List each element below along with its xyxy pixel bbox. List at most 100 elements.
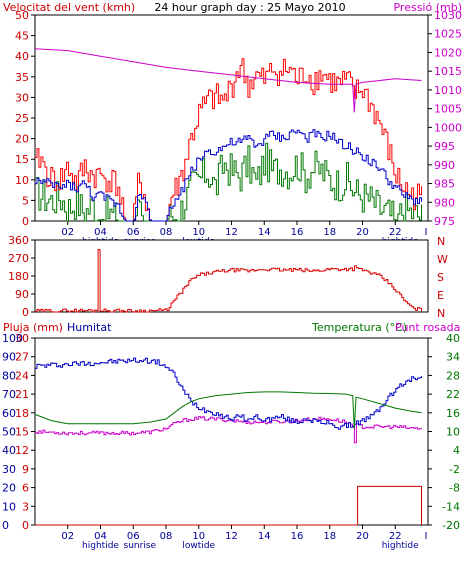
x-tick-label: 06 xyxy=(127,227,140,238)
rain-y-tick-label: 15 xyxy=(15,426,29,439)
rain-y-tick-label: 6 xyxy=(22,482,29,495)
humidity-legend: Humitat xyxy=(67,321,112,334)
wind-y-tick-label: 35 xyxy=(15,71,29,84)
wind-y-tick-label: 45 xyxy=(15,30,29,43)
humidity-y-tick-label: 10 xyxy=(2,500,16,513)
x-tick-label: 20 xyxy=(356,227,369,238)
direction-y-tick-label: 0 xyxy=(22,306,29,319)
rain-y-tick-label: 30 xyxy=(15,332,29,345)
temperature-y-tick-label: 28 xyxy=(446,369,460,382)
temperature-y-tick-label: -14 xyxy=(442,500,460,513)
direction-plot-frame xyxy=(34,239,429,313)
humidity-y-tick-label: 100 xyxy=(2,332,23,345)
rain-y-tick-label: 24 xyxy=(15,369,29,382)
direction-series xyxy=(35,249,422,313)
x-tick-label: 14 xyxy=(258,227,271,238)
event-label-hightide: hightide xyxy=(82,541,119,551)
compass-label-N: N xyxy=(437,235,445,248)
pressure-y-tick-label: 1015 xyxy=(434,65,462,78)
pressure-label: Pressió (mb) xyxy=(393,1,462,14)
x-tick-label: 22 xyxy=(389,227,402,238)
pressure-y-tick-label: 1000 xyxy=(434,121,462,134)
humidity-y-tick-label: 90 xyxy=(2,351,16,364)
x-tick-label: 08 xyxy=(160,531,173,542)
pressure-y-tick-label: 995 xyxy=(434,140,455,153)
temperature-y-tick-label: 4 xyxy=(453,444,460,457)
avg-wind-line xyxy=(35,129,422,222)
direction-y-tick-label: 360 xyxy=(8,234,29,247)
humidity-y-tick-label: 30 xyxy=(2,463,16,476)
x-tick-label: 16 xyxy=(291,531,304,542)
wind-plot-frame xyxy=(34,14,429,222)
temperature-y-tick-label: 10 xyxy=(446,426,460,439)
pressure-y-tick-label: 1030 xyxy=(434,9,462,22)
wind-y-tick-label: 15 xyxy=(15,153,29,166)
rain-y-tick-label: 12 xyxy=(15,444,29,457)
x-tick-label: 12 xyxy=(225,531,238,542)
temperature-y-tick-label: 40 xyxy=(446,332,460,345)
humidity-y-tick-label: 60 xyxy=(2,407,16,420)
x-tick-label: 12 xyxy=(225,227,238,238)
rain-y-tick-label: 18 xyxy=(15,407,29,420)
rain-y-tick-label: 9 xyxy=(22,463,29,476)
temperature-y-axis: -20 -14 -8 -2 4 10 16 22 28 34 40 xyxy=(428,332,460,532)
pressure-line xyxy=(34,48,422,113)
wind-y-tick-label: 50 xyxy=(15,9,29,22)
pressure-y-tick-label: 1010 xyxy=(434,84,462,97)
x-tick-label: 22 xyxy=(389,531,402,542)
temperature-y-tick-label: 22 xyxy=(446,388,460,401)
temperature-y-tick-label: -2 xyxy=(449,463,460,476)
x-tick-label: 04 xyxy=(94,531,107,542)
temperature-panel: Pluja (mm) Humitat Temperatura (°C) Punt… xyxy=(2,321,460,551)
wind-pressure-panel: Velocitat del vent (kmh) 24 hour graph d… xyxy=(3,1,462,247)
rain-y-tick-label: 0 xyxy=(22,519,29,532)
rain-y-tick-label: 27 xyxy=(15,351,29,364)
temperature-legend: Temperatura (°C) xyxy=(311,321,407,334)
temperature-y-tick-label: 34 xyxy=(446,351,460,364)
pressure-y-tick-label: 985 xyxy=(434,178,455,191)
x-end-label: I xyxy=(425,531,428,542)
x-tick-label: 06 xyxy=(127,531,140,542)
humidity-y-tick-label: 40 xyxy=(2,444,16,457)
wind-y-axis: 0 5 10 15 20 25 30 35 40 45 50 xyxy=(15,9,35,228)
pressure-y-tick-label: 990 xyxy=(434,159,455,172)
rain-y-tick-label: 21 xyxy=(15,388,29,401)
x-tick-label: 18 xyxy=(323,227,336,238)
temperature-series xyxy=(34,357,422,526)
x-tick-label: 04 xyxy=(94,227,107,238)
humidity-y-axis: 0 10 20 30 40 50 60 70 80 90 100 xyxy=(2,332,23,532)
direction-line xyxy=(35,249,422,313)
compass-label-S: S xyxy=(437,271,444,284)
direction-y-axis: 0 90 180 270 360 xyxy=(8,234,35,319)
rain-label: Pluja (mm) xyxy=(3,321,63,334)
humidity-y-tick-label: 0 xyxy=(2,519,9,532)
wind-speed-label: Velocitat del vent (kmh) xyxy=(3,1,135,14)
gust-line xyxy=(35,58,422,222)
humidity-line xyxy=(35,357,422,430)
humidity-y-tick-label: 50 xyxy=(2,426,16,439)
wind-y-tick-label: 5 xyxy=(22,194,29,207)
rain-y-axis: 0 3 6 9 12 15 18 21 24 27 30 xyxy=(15,332,35,532)
x-tick-label: 16 xyxy=(291,227,304,238)
event-label-lowtide: lowtide xyxy=(182,541,215,551)
min-wind-line xyxy=(35,142,422,222)
humidity-y-tick-label: 20 xyxy=(2,482,16,495)
wind-y-tick-label: 0 xyxy=(22,215,29,228)
dewpoint-legend: Punt rosada xyxy=(395,321,460,334)
compass-label-E: E xyxy=(437,289,444,302)
event-label-sunrise: sunrise xyxy=(124,541,157,551)
x-tick-label: 18 xyxy=(323,531,336,542)
rain-y-tick-label: 3 xyxy=(22,500,29,513)
x-tick-label: 20 xyxy=(356,531,369,542)
x-tick-label: 02 xyxy=(61,531,74,542)
graph-title: 24 hour graph day : 25 Mayo 2010 xyxy=(154,1,345,14)
pressure-y-tick-label: 980 xyxy=(434,196,455,209)
compass-label-W: W xyxy=(437,253,448,266)
x-tick-label: 08 xyxy=(160,227,173,238)
temperature-y-tick-label: -20 xyxy=(442,519,460,532)
direction-y-tick-label: 90 xyxy=(15,288,29,301)
wind-y-tick-label: 20 xyxy=(15,133,29,146)
